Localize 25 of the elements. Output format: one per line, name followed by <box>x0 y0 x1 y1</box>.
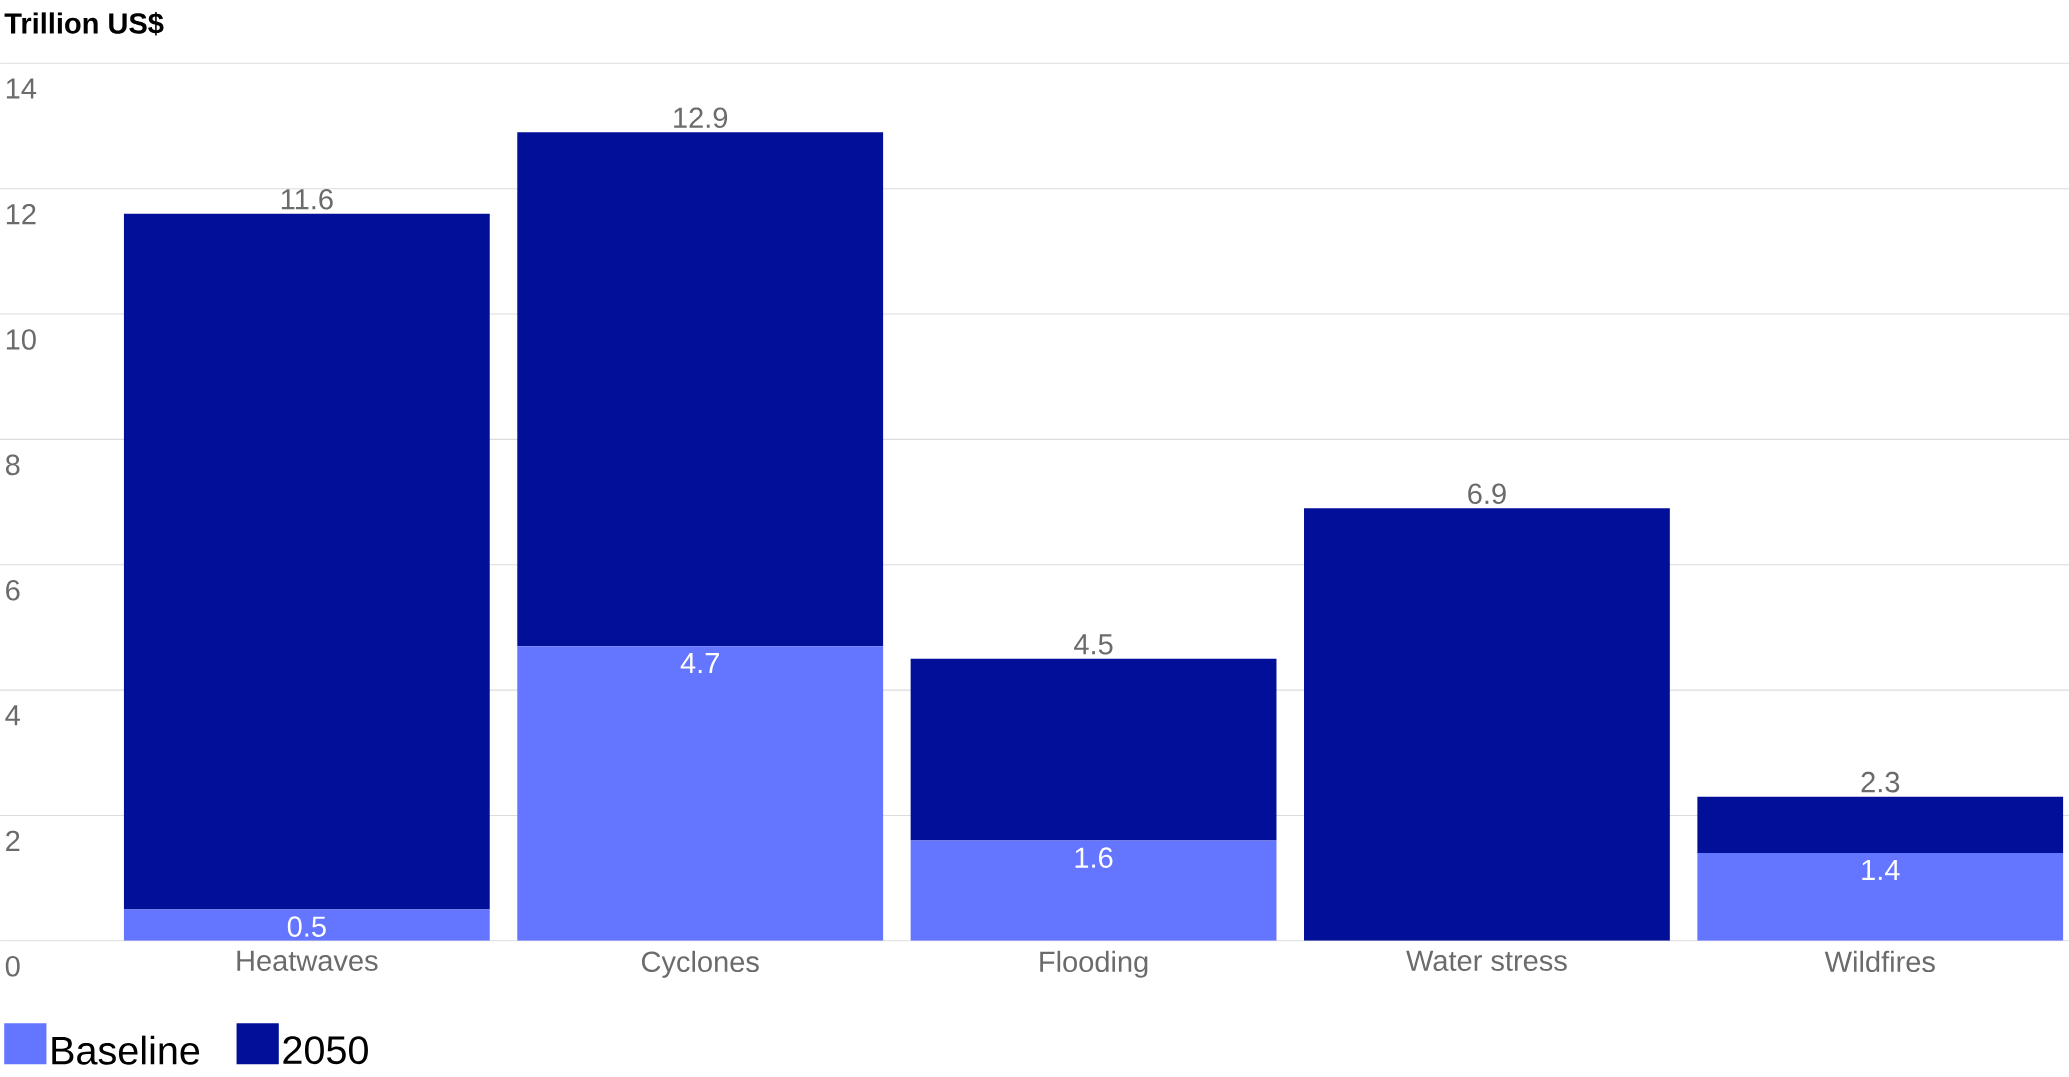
total-label: 12.9 <box>674 107 728 129</box>
data-label: 4.7 <box>680 653 719 674</box>
data-label: 0.5 <box>287 916 326 938</box>
legend-label: 2050 <box>283 1036 368 1065</box>
y-tick-label: 10 <box>6 329 36 350</box>
x-tick-label: Water stress <box>1406 950 1567 972</box>
total-label: 4.5 <box>1074 634 1113 655</box>
y-tick-label: 14 <box>6 78 37 99</box>
data-label: 1.4 <box>1862 860 1900 881</box>
legend-label: Baseline <box>52 1035 200 1065</box>
total-label: 11.6 <box>281 189 333 210</box>
data-label: 1.6 <box>1075 847 1113 869</box>
y-tick-label: 4 <box>5 705 20 726</box>
y-tick-label: 2 <box>6 830 20 852</box>
x-tick-label: Heatwaves <box>237 950 378 972</box>
y-tick-label: 0 <box>5 956 20 977</box>
y-axis-title: Trillion US$ <box>4 12 164 36</box>
x-tick-label: Cyclones <box>641 950 759 978</box>
x-tick-label: Wildfires <box>1824 950 1935 973</box>
total-label: 6.9 <box>1468 483 1506 505</box>
y-tick-label: 12 <box>6 204 36 225</box>
y-tick-label: 8 <box>5 454 20 476</box>
x-tick-label: Flooding <box>1040 950 1148 978</box>
total-label: 2.3 <box>1861 772 1900 793</box>
y-tick-label: 6 <box>6 580 20 601</box>
